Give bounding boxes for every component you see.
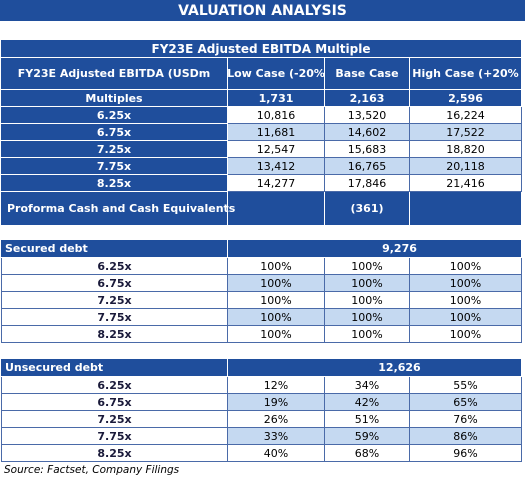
value-cell: 26%	[228, 411, 325, 428]
value-cell: 17,522	[410, 124, 522, 141]
value-cell: 59%	[325, 428, 410, 445]
source-note: Source: Factset, Company Filings	[4, 464, 180, 476]
multiples-cell: 2,596	[410, 90, 522, 107]
column-header: Low Case (-20%	[228, 58, 325, 90]
value-cell: 68%	[325, 445, 410, 462]
row-label: 8.25x	[1, 175, 228, 192]
value-cell: 100%	[325, 292, 410, 309]
table-title: FY23E Adjusted EBITDA Multiple	[1, 40, 522, 58]
row-label: 7.25x	[1, 292, 228, 309]
value-cell: 13,520	[325, 107, 410, 124]
value-cell: 100%	[325, 326, 410, 343]
proforma-value: (361)	[325, 192, 410, 226]
section-label: Unsecured debt	[1, 359, 228, 377]
value-cell: 21,416	[410, 175, 522, 192]
value-cell: 100%	[410, 292, 522, 309]
multiples-cell: Multiples	[1, 90, 228, 107]
value-cell: 13,412	[228, 158, 325, 175]
value-cell: 15,683	[325, 141, 410, 158]
value-cell: 100%	[325, 258, 410, 275]
row-label: 8.25x	[1, 326, 228, 343]
row-label: 7.25x	[1, 411, 228, 428]
proforma-empty	[410, 192, 522, 226]
value-cell: 100%	[325, 275, 410, 292]
value-cell: 10,816	[228, 107, 325, 124]
value-cell: 100%	[410, 258, 522, 275]
value-cell: 100%	[228, 326, 325, 343]
value-cell: 100%	[410, 309, 522, 326]
column-header: Base Case	[325, 58, 410, 90]
row-label: 6.75x	[1, 124, 228, 141]
row-label: 6.25x	[1, 377, 228, 394]
proforma-label: Proforma Cash and Cash Equivalents	[1, 192, 235, 226]
value-cell: 16,224	[410, 107, 522, 124]
value-cell: 100%	[410, 275, 522, 292]
value-cell: 42%	[325, 394, 410, 411]
row-label: 7.75x	[1, 428, 228, 445]
value-cell: 100%	[325, 309, 410, 326]
row-label: 6.75x	[1, 394, 228, 411]
column-header: FY23E Adjusted EBITDA (USDm	[1, 58, 228, 90]
page-title: VALUATION ANALYSIS	[0, 0, 525, 22]
value-cell: 40%	[228, 445, 325, 462]
value-cell: 100%	[228, 292, 325, 309]
value-cell: 12,547	[228, 141, 325, 158]
value-cell: 14,602	[325, 124, 410, 141]
value-cell: 55%	[410, 377, 522, 394]
value-cell: 100%	[410, 326, 522, 343]
value-cell: 12%	[228, 377, 325, 394]
value-cell: 100%	[228, 275, 325, 292]
value-cell: 76%	[410, 411, 522, 428]
section-label: Secured debt	[1, 240, 228, 258]
section-value: 9,276	[228, 240, 522, 258]
value-cell: 65%	[410, 394, 522, 411]
column-header: High Case (+20%	[410, 58, 522, 90]
row-label: 6.25x	[1, 107, 228, 124]
row-label: 6.75x	[1, 275, 228, 292]
multiples-cell: 2,163	[325, 90, 410, 107]
row-label: 6.25x	[1, 258, 228, 275]
value-cell: 33%	[228, 428, 325, 445]
value-cell: 17,846	[325, 175, 410, 192]
multiples-cell: 1,731	[228, 90, 325, 107]
row-label: 7.75x	[1, 158, 228, 175]
value-cell: 18,820	[410, 141, 522, 158]
value-cell: 16,765	[325, 158, 410, 175]
value-cell: 86%	[410, 428, 522, 445]
value-cell: 11,681	[228, 124, 325, 141]
value-cell: 100%	[228, 309, 325, 326]
value-cell: 14,277	[228, 175, 325, 192]
row-label: 7.25x	[1, 141, 228, 158]
value-cell: 19%	[228, 394, 325, 411]
value-cell: 100%	[228, 258, 325, 275]
value-cell: 20,118	[410, 158, 522, 175]
row-label: 7.75x	[1, 309, 228, 326]
section-value: 12,626	[228, 359, 522, 377]
value-cell: 51%	[325, 411, 410, 428]
value-cell: 96%	[410, 445, 522, 462]
row-label: 8.25x	[1, 445, 228, 462]
value-cell: 34%	[325, 377, 410, 394]
proforma-empty	[228, 192, 325, 226]
